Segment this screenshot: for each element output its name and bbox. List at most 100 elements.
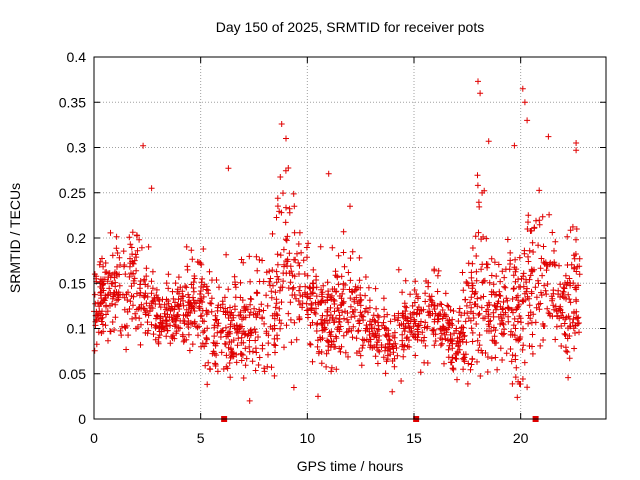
data-point <box>327 333 334 340</box>
data-point <box>372 285 379 292</box>
data-point <box>272 289 279 296</box>
data-point <box>117 327 124 334</box>
data-point <box>566 275 573 282</box>
data-point <box>184 263 191 270</box>
data-point <box>100 263 107 270</box>
data-point <box>563 295 569 302</box>
data-point <box>272 342 279 349</box>
data-point <box>529 239 536 246</box>
data-point <box>493 273 500 280</box>
data-point <box>304 307 311 314</box>
data-point <box>102 260 109 266</box>
data-point <box>460 324 467 331</box>
data-point <box>509 352 516 359</box>
data-point <box>216 284 222 291</box>
data-point <box>411 287 418 293</box>
data-point <box>464 280 471 287</box>
data-point <box>291 229 298 236</box>
data-point <box>198 279 205 286</box>
data-point <box>276 287 283 294</box>
data-point <box>441 360 447 367</box>
data-point <box>173 328 180 335</box>
data-point <box>490 281 497 288</box>
data-point <box>567 280 574 287</box>
data-point <box>565 291 572 298</box>
data-point <box>127 298 134 305</box>
data-point <box>539 213 546 220</box>
data-point <box>488 355 495 362</box>
data-point <box>543 291 550 298</box>
data-point <box>175 274 182 281</box>
data-point <box>312 310 319 317</box>
data-point <box>148 185 155 192</box>
data-point <box>171 323 178 330</box>
data-point <box>91 271 98 278</box>
data-point <box>200 329 207 336</box>
data-point <box>133 267 140 274</box>
data-point <box>174 312 181 319</box>
data-point <box>560 289 567 295</box>
data-point <box>186 294 193 301</box>
data-point <box>116 271 123 278</box>
data-point <box>128 244 135 251</box>
data-point <box>196 305 203 312</box>
data-point <box>186 347 193 354</box>
data-point <box>566 355 573 362</box>
data-point <box>440 324 447 331</box>
data-point <box>513 364 520 371</box>
data-point <box>498 317 505 324</box>
data-point <box>460 351 467 358</box>
data-point <box>454 338 461 344</box>
data-point <box>119 323 125 330</box>
data-point <box>152 301 159 307</box>
data-point <box>169 288 176 295</box>
data-point <box>274 251 281 258</box>
data-point <box>223 352 230 359</box>
data-point <box>191 318 198 325</box>
data-point <box>197 313 204 320</box>
data-points <box>91 78 583 404</box>
data-point <box>205 359 212 366</box>
data-point <box>422 342 429 349</box>
data-point <box>407 329 414 336</box>
data-point <box>467 366 474 373</box>
data-point <box>232 284 239 291</box>
data-point <box>196 297 203 304</box>
data-point <box>273 268 280 275</box>
data-point <box>519 346 526 353</box>
data-point <box>509 307 516 314</box>
chart-title: Day 150 of 2025, SRMTID for receiver pot… <box>216 19 484 35</box>
data-point <box>283 204 289 211</box>
data-point <box>510 322 517 329</box>
data-point <box>499 320 506 327</box>
data-point <box>484 369 491 375</box>
data-point <box>469 338 476 345</box>
data-point <box>103 303 109 310</box>
data-point <box>160 317 166 324</box>
data-point <box>474 337 481 344</box>
data-point <box>253 349 260 356</box>
data-point <box>338 295 345 302</box>
data-point <box>187 319 194 326</box>
data-point <box>529 350 536 357</box>
data-point <box>479 189 486 196</box>
data-point <box>374 328 381 334</box>
data-point <box>387 318 394 325</box>
data-point <box>129 315 136 322</box>
data-point <box>359 345 366 351</box>
data-point <box>242 345 249 352</box>
data-point <box>404 315 411 322</box>
data-point <box>258 301 265 308</box>
data-point <box>340 228 347 235</box>
data-point <box>268 364 275 371</box>
data-point <box>136 236 143 243</box>
data-point <box>276 317 283 324</box>
data-point <box>557 281 564 288</box>
data-point <box>130 277 137 284</box>
data-point <box>290 384 297 391</box>
data-point <box>416 322 423 329</box>
data-point <box>361 337 368 344</box>
data-point <box>214 316 220 323</box>
data-point <box>538 292 545 299</box>
